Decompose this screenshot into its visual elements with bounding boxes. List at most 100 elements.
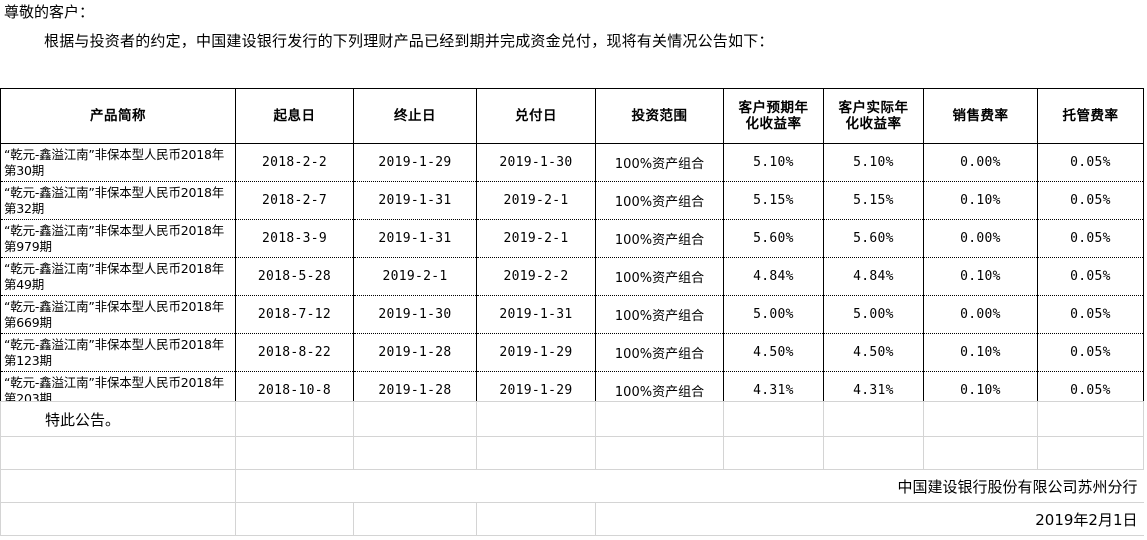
empty-cell [823,436,924,470]
cell-payment-date: 2019-2-1 [476,181,596,220]
cell-start-date: 2018-5-28 [235,257,354,296]
signature-date-text: 2019年2月1日 [595,502,1144,536]
empty-cell [0,502,236,536]
column-header-start-date: 起息日 [235,88,354,144]
expected-rate-line1: 客户预期年 [738,100,809,116]
empty-cell [923,401,1038,437]
cell-end-date: 2019-1-29 [353,143,477,182]
closing-notice-text: 特此公告。 [0,401,236,437]
expected-rate-line2: 化收益率 [745,116,802,132]
table-header-row: 产品简称 起息日 终止日 兑付日 投资范围 客户预期年 化收益率 客户实际年 化… [0,88,1144,144]
table-row: “乾元-鑫溢江南”非保本型人民币2018年第123期 2018-8-22 201… [0,333,1144,372]
cell-expected-rate: 5.15% [723,181,824,220]
cell-start-date: 2018-2-7 [235,181,354,220]
cell-product-name: “乾元-鑫溢江南”非保本型人民币2018年第979期 [0,219,236,258]
table-row: “乾元-鑫溢江南”非保本型人民币2018年第49期 2018-5-28 2019… [0,257,1144,296]
cell-sales-fee: 0.00% [923,295,1038,334]
empty-cell [235,401,354,437]
cell-actual-rate: 5.15% [823,181,924,220]
column-header-expected-rate: 客户预期年 化收益率 [723,88,824,144]
empty-cell [0,469,236,503]
cell-custody-fee: 0.05% [1037,257,1144,296]
footer-row-spacer [0,436,1144,470]
empty-cell [353,436,477,470]
cell-end-date: 2019-1-31 [353,219,477,258]
cell-investment-scope: 100%资产组合 [595,219,724,258]
cell-payment-date: 2019-1-30 [476,143,596,182]
cell-actual-rate: 4.50% [823,333,924,372]
column-header-product-name: 产品简称 [0,88,236,144]
column-header-sales-fee: 销售费率 [923,88,1038,144]
cell-product-name: “乾元-鑫溢江南”非保本型人民币2018年第123期 [0,333,236,372]
table-row: “乾元-鑫溢江南”非保本型人民币2018年第32期 2018-2-7 2019-… [0,181,1144,220]
table-row: “乾元-鑫溢江南”非保本型人民币2018年第30期 2018-2-2 2019-… [0,143,1144,182]
column-header-payment-date: 兑付日 [476,88,596,144]
empty-cell [353,502,477,536]
cell-end-date: 2019-1-31 [353,181,477,220]
footer-area: 特此公告。 [0,401,1147,540]
column-header-investment-scope: 投资范围 [595,88,724,144]
empty-cell [0,436,236,470]
cell-end-date: 2019-1-30 [353,295,477,334]
footer-grid: 特此公告。 [0,401,1144,536]
empty-cell [723,436,824,470]
cell-start-date: 2018-3-9 [235,219,354,258]
cell-product-name: “乾元-鑫溢江南”非保本型人民币2018年第30期 [0,143,236,182]
empty-cell [595,401,724,437]
cell-sales-fee: 0.00% [923,219,1038,258]
column-header-end-date: 终止日 [353,88,477,144]
salutation-text: 尊敬的客户： [4,3,95,21]
empty-cell [476,502,596,536]
cell-sales-fee: 0.10% [923,257,1038,296]
table-body: “乾元-鑫溢江南”非保本型人民币2018年第30期 2018-2-2 2019-… [0,143,1144,410]
cell-payment-date: 2019-1-31 [476,295,596,334]
cell-payment-date: 2019-2-1 [476,219,596,258]
footer-row-signature: 中国建设银行股份有限公司苏州分行 [0,469,1144,503]
cell-investment-scope: 100%资产组合 [595,295,724,334]
cell-product-name: “乾元-鑫溢江南”非保本型人民币2018年第49期 [0,257,236,296]
cell-sales-fee: 0.00% [923,143,1038,182]
cell-expected-rate: 5.10% [723,143,824,182]
footer-row-notice: 特此公告。 [0,401,1144,437]
cell-start-date: 2018-2-2 [235,143,354,182]
empty-cell [353,401,477,437]
cell-custody-fee: 0.05% [1037,333,1144,372]
cell-payment-date: 2019-2-2 [476,257,596,296]
empty-cell [723,401,824,437]
footer-row-date: 2019年2月1日 [0,502,1144,536]
cell-actual-rate: 5.00% [823,295,924,334]
cell-expected-rate: 5.60% [723,219,824,258]
cell-sales-fee: 0.10% [923,333,1038,372]
cell-actual-rate: 5.60% [823,219,924,258]
actual-rate-line2: 化收益率 [845,116,902,132]
intro-paragraph: 根据与投资者的约定，中国建设银行发行的下列理财产品已经到期并完成资金兑付，现将有… [44,32,774,50]
cell-expected-rate: 4.50% [723,333,824,372]
cell-actual-rate: 4.84% [823,257,924,296]
empty-cell [476,436,596,470]
cell-end-date: 2019-2-1 [353,257,477,296]
cell-start-date: 2018-7-12 [235,295,354,334]
cell-custody-fee: 0.05% [1037,219,1144,258]
cell-custody-fee: 0.05% [1037,143,1144,182]
empty-cell [235,502,354,536]
column-header-custody-fee: 托管费率 [1037,88,1144,144]
cell-investment-scope: 100%资产组合 [595,143,724,182]
signature-text: 中国建设银行股份有限公司苏州分行 [235,469,1144,503]
column-header-actual-rate: 客户实际年 化收益率 [823,88,924,144]
empty-cell [923,436,1038,470]
empty-cell [595,436,724,470]
cell-sales-fee: 0.10% [923,181,1038,220]
cell-product-name: “乾元-鑫溢江南”非保本型人民币2018年第32期 [0,181,236,220]
cell-payment-date: 2019-1-29 [476,333,596,372]
empty-cell [235,436,354,470]
cell-investment-scope: 100%资产组合 [595,333,724,372]
actual-rate-line1: 客户实际年 [838,100,909,116]
cell-product-name: “乾元-鑫溢江南”非保本型人民币2018年第669期 [0,295,236,334]
cell-custody-fee: 0.05% [1037,181,1144,220]
table-row: “乾元-鑫溢江南”非保本型人民币2018年第979期 2018-3-9 2019… [0,219,1144,258]
empty-cell [1037,401,1144,437]
cell-end-date: 2019-1-28 [353,333,477,372]
empty-cell [476,401,596,437]
cell-expected-rate: 4.84% [723,257,824,296]
